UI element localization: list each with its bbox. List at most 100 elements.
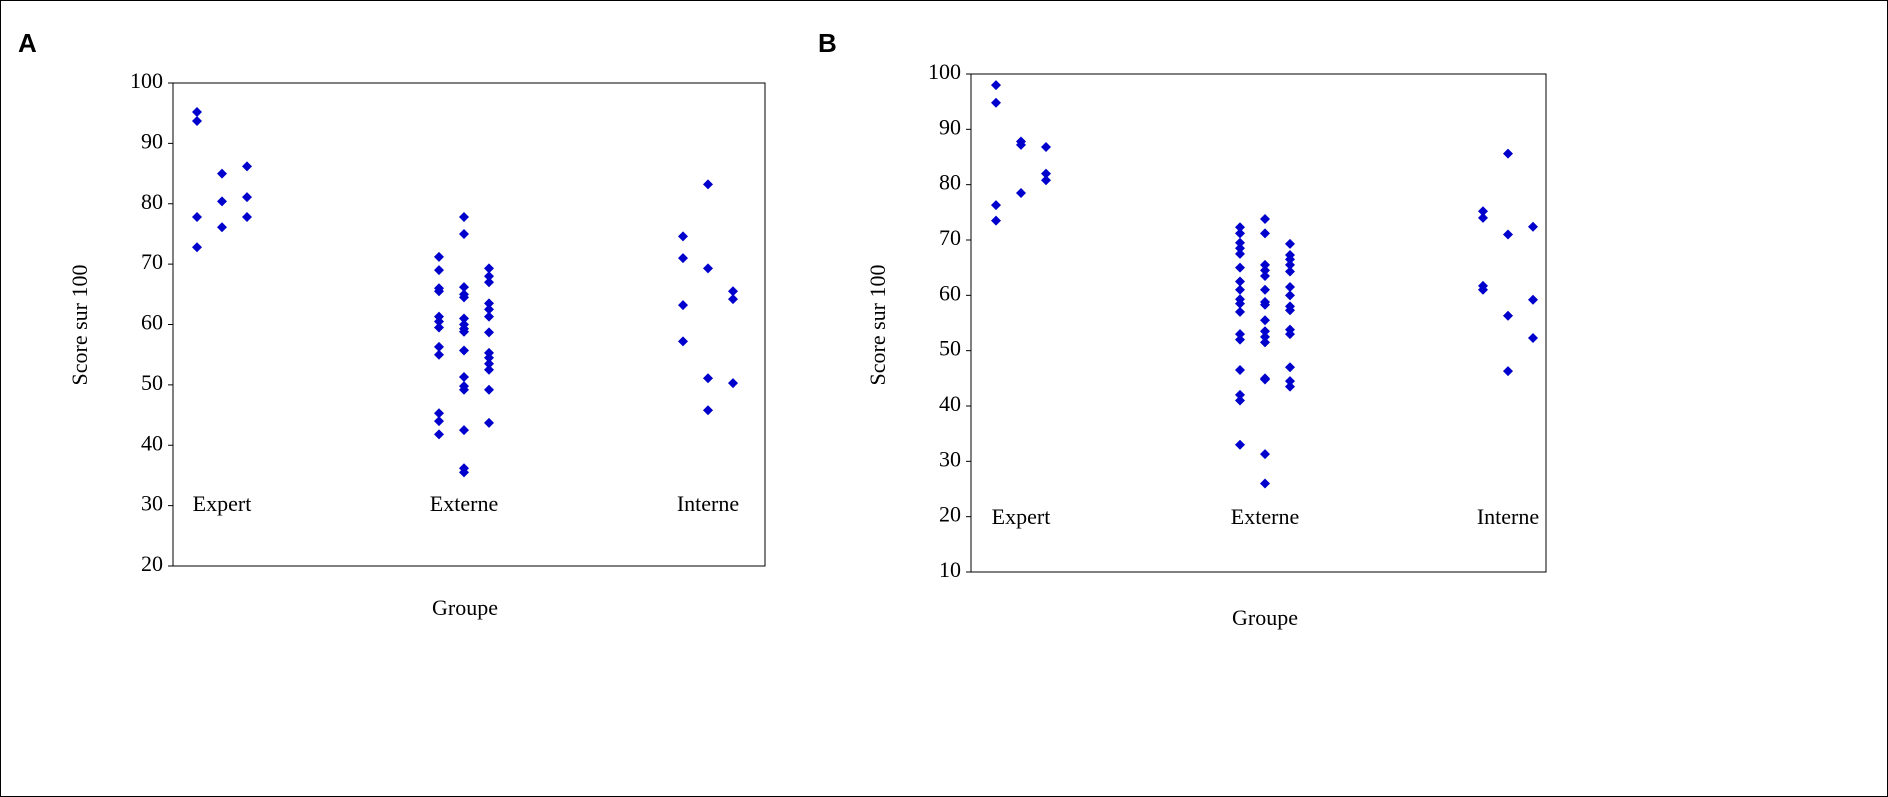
data-point	[703, 263, 713, 274]
data-point	[1260, 315, 1270, 326]
y-axis-label: Score sur 100	[865, 265, 890, 386]
data-point	[484, 277, 494, 288]
data-point	[1235, 389, 1245, 400]
data-point	[484, 417, 494, 428]
data-point	[434, 408, 444, 419]
data-point	[1260, 228, 1270, 239]
data-point	[484, 327, 494, 338]
data-point	[1260, 270, 1270, 281]
data-point	[242, 212, 252, 223]
data-point	[991, 200, 1001, 211]
plot-frame	[970, 73, 1547, 573]
data-point	[1235, 298, 1245, 309]
y-tick-label: 100	[130, 68, 163, 93]
y-tick-label: 50	[939, 336, 961, 361]
data-point	[192, 212, 202, 223]
data-point	[1528, 332, 1538, 343]
category-label: Expert	[193, 491, 252, 516]
data-point	[459, 425, 469, 436]
x-axis-label: Groupe	[432, 595, 498, 620]
data-point	[703, 373, 713, 384]
data-point	[1041, 168, 1051, 179]
data-point	[484, 271, 494, 282]
data-point	[1235, 243, 1245, 254]
data-point	[1285, 305, 1295, 316]
data-point	[678, 336, 688, 347]
category-label: Expert	[992, 504, 1051, 529]
data-point	[484, 263, 494, 274]
data-point	[242, 192, 252, 203]
data-point	[1041, 142, 1051, 153]
data-point	[1285, 290, 1295, 301]
data-point	[1235, 222, 1245, 233]
data-point	[1503, 310, 1513, 321]
data-point	[459, 326, 469, 337]
y-tick-label: 100	[928, 59, 961, 84]
category-label: Interne	[677, 491, 739, 516]
data-point	[1016, 187, 1026, 198]
y-tick-label: 90	[141, 128, 163, 153]
data-point	[1235, 439, 1245, 450]
x-axis-label: Groupe	[1232, 605, 1298, 630]
panel-letter: A	[18, 28, 37, 58]
data-point	[1528, 221, 1538, 232]
data-point	[1235, 284, 1245, 295]
data-point	[459, 372, 469, 383]
category-label: Externe	[430, 491, 498, 516]
data-point	[1260, 337, 1270, 348]
y-axis-label: Score sur 100	[67, 265, 92, 386]
data-point	[192, 106, 202, 117]
data-point	[1016, 139, 1026, 150]
data-point	[434, 341, 444, 352]
data-point	[1235, 329, 1245, 340]
y-tick-label: 20	[939, 502, 961, 527]
data-point	[1285, 259, 1295, 270]
data-point	[728, 378, 738, 389]
data-point	[459, 282, 469, 293]
data-point	[434, 429, 444, 440]
category-label: Externe	[1231, 504, 1299, 529]
data-point	[1285, 329, 1295, 340]
data-point	[1260, 449, 1270, 460]
y-tick-label: 70	[141, 249, 163, 274]
y-tick-label: 30	[939, 446, 961, 471]
data-point	[1235, 276, 1245, 287]
data-point	[459, 313, 469, 324]
data-point	[1503, 366, 1513, 377]
data-point	[1503, 148, 1513, 159]
data-point	[217, 196, 227, 207]
data-point	[991, 97, 1001, 108]
data-point	[434, 322, 444, 333]
data-point	[678, 300, 688, 311]
data-point	[1235, 262, 1245, 273]
y-tick-label: 40	[141, 430, 163, 455]
data-point	[1260, 374, 1270, 385]
data-point	[459, 212, 469, 223]
data-point	[1260, 265, 1270, 276]
data-point	[1285, 362, 1295, 373]
data-point	[434, 316, 444, 327]
y-tick-label: 10	[939, 557, 961, 582]
data-point	[1260, 284, 1270, 295]
data-point	[484, 304, 494, 315]
data-point	[1528, 294, 1538, 305]
data-point	[678, 231, 688, 242]
data-point	[484, 311, 494, 322]
data-point	[1285, 266, 1295, 277]
data-point	[192, 242, 202, 253]
data-point	[484, 384, 494, 395]
data-point	[242, 161, 252, 172]
data-point	[1285, 238, 1295, 249]
data-point	[1260, 213, 1270, 224]
data-point	[1503, 229, 1513, 240]
data-point	[1235, 365, 1245, 376]
data-point	[1285, 381, 1295, 392]
y-tick-label: 50	[141, 370, 163, 395]
data-point	[434, 251, 444, 262]
y-tick-label: 80	[141, 189, 163, 214]
data-point	[728, 286, 738, 297]
y-tick-label: 90	[939, 114, 961, 139]
y-tick-label: 40	[939, 391, 961, 416]
